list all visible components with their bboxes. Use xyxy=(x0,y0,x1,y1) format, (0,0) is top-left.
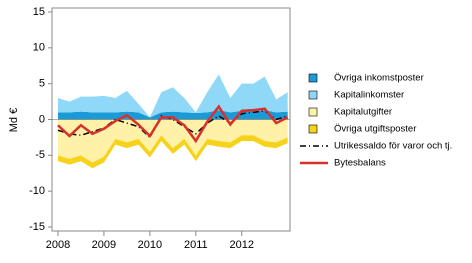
area xyxy=(57,74,288,118)
x-tick-label: 2009 xyxy=(92,239,116,251)
y-tick-label: 5 xyxy=(39,78,45,90)
area xyxy=(57,110,288,120)
x-tick-label: 2008 xyxy=(46,239,70,251)
legend-label: Bytesbalans xyxy=(334,158,386,169)
legend-label: Utrikessaldo för varor och tj. xyxy=(334,141,452,152)
y-tick-label: 0 xyxy=(39,113,45,125)
x-tick-label: 2012 xyxy=(230,239,254,251)
y-tick-label: -15 xyxy=(29,221,45,233)
legend-label: Övriga inkomstposter xyxy=(334,73,424,84)
legend-swatch xyxy=(308,124,318,134)
legend-swatch xyxy=(308,73,318,83)
y-tick-label: 15 xyxy=(33,6,45,18)
y-axis-label: Md € xyxy=(8,108,20,132)
y-tick-label: -5 xyxy=(35,149,45,161)
area xyxy=(57,119,288,163)
area xyxy=(57,135,288,169)
legend-swatch xyxy=(308,107,318,117)
line xyxy=(57,104,289,144)
legend-label: Kapitalinkomster xyxy=(334,90,404,101)
legend-swatch xyxy=(308,90,318,100)
line xyxy=(57,110,288,139)
y-tick-label: -10 xyxy=(29,185,45,197)
x-tick-label: 2010 xyxy=(138,239,162,251)
x-tick-label: 2011 xyxy=(184,239,208,251)
legend-label: Övriga utgiftsposter xyxy=(334,124,416,135)
legend-label: Kapitalutgifter xyxy=(334,107,392,118)
y-tick-label: 10 xyxy=(33,42,45,54)
